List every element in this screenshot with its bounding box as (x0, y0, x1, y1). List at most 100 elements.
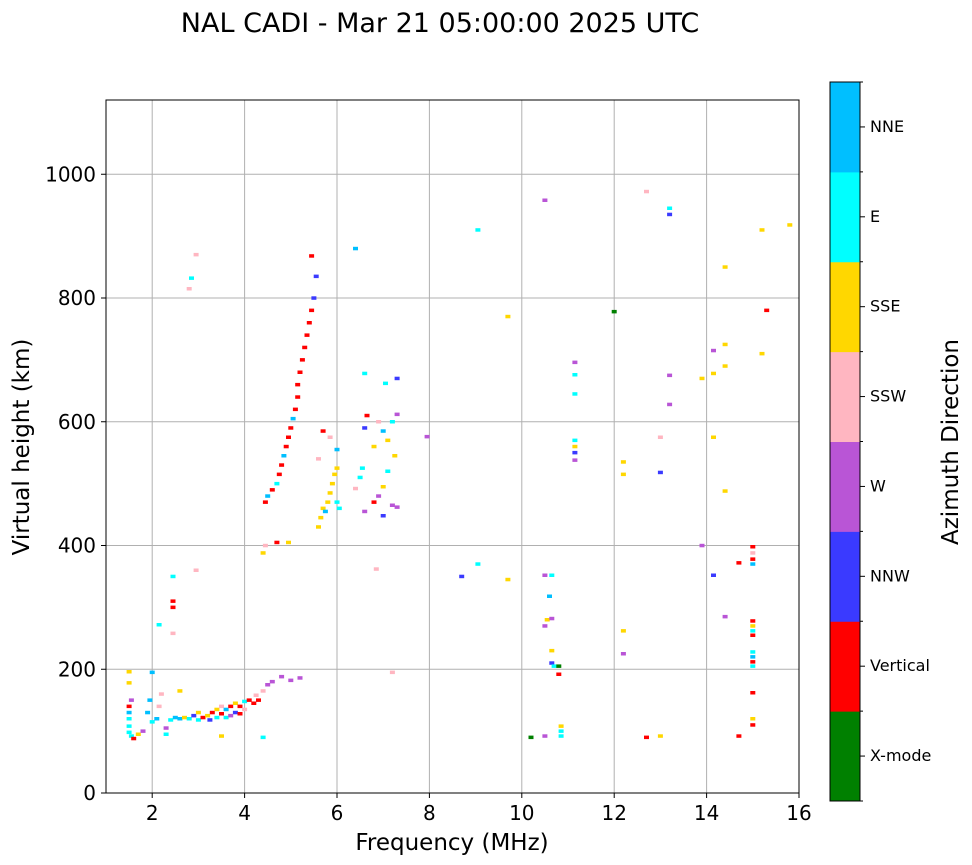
colorbar-segment (830, 261, 860, 353)
data-point (320, 506, 326, 511)
data-point (787, 223, 793, 227)
data-point (170, 631, 176, 636)
data-point (572, 360, 578, 365)
data-point (711, 435, 716, 439)
data-point (549, 648, 555, 653)
data-point (572, 444, 578, 449)
data-point (329, 481, 335, 486)
data-point (556, 672, 562, 676)
data-point (126, 730, 132, 735)
data-point (353, 246, 358, 251)
data-point (149, 670, 155, 675)
data-point (750, 664, 756, 668)
data-point (371, 500, 377, 504)
data-point (262, 543, 268, 548)
data-point (242, 707, 248, 712)
data-point (547, 594, 552, 598)
data-point (764, 308, 770, 313)
data-point (711, 573, 716, 577)
colorbar-tick-label: SSW (870, 387, 906, 406)
data-point (750, 619, 756, 623)
data-point (380, 514, 386, 518)
data-point (385, 438, 391, 443)
data-point (126, 670, 132, 674)
data-point (200, 715, 206, 720)
y-tick-label: 200 (58, 657, 96, 681)
data-point (644, 189, 649, 194)
data-point (657, 734, 663, 738)
data-point (722, 364, 728, 368)
data-point (260, 735, 266, 740)
x-tick-label: 12 (601, 801, 626, 825)
data-point (297, 676, 303, 680)
data-point (334, 500, 340, 504)
data-point (373, 567, 379, 571)
data-point (156, 704, 162, 709)
data-point (126, 710, 132, 715)
data-point (265, 683, 271, 687)
data-point (186, 717, 192, 721)
y-tick-label: 400 (58, 534, 96, 558)
data-point (750, 633, 756, 637)
data-point (214, 707, 220, 712)
data-point (556, 664, 562, 668)
data-point (274, 540, 280, 545)
data-point (251, 701, 257, 705)
data-point (475, 228, 481, 232)
data-point (394, 412, 400, 417)
colorbar: X-mode Vertical NNW W SSW SSE E NNE (830, 81, 931, 802)
x-axis-label: Frequency (MHz) (355, 830, 548, 856)
data-point (170, 605, 176, 610)
y-tick-label: 0 (83, 781, 96, 805)
data-point (736, 734, 742, 738)
data-point (256, 698, 261, 702)
data-point (269, 679, 275, 684)
data-point (750, 545, 756, 549)
data-point (327, 435, 333, 439)
data-point (394, 505, 400, 509)
data-point (306, 321, 312, 325)
y-tick-label: 600 (58, 410, 96, 434)
colorbar-tick-label: E (870, 207, 880, 226)
data-point (131, 736, 137, 741)
data-point (334, 447, 340, 452)
data-point (214, 715, 220, 720)
data-point (549, 616, 555, 621)
data-point (274, 481, 280, 486)
data-point (163, 732, 169, 736)
data-point (528, 735, 534, 740)
data-point (332, 472, 338, 477)
data-point (699, 376, 705, 381)
data-point (750, 557, 756, 561)
data-point (304, 333, 310, 337)
data-point (611, 309, 617, 314)
data-point (459, 574, 465, 579)
y-axis-label: Virtual height (km) (9, 339, 35, 556)
data-point (722, 265, 728, 269)
data-point (223, 707, 229, 712)
data-point (371, 444, 377, 449)
y-tick-label: 1000 (45, 162, 96, 186)
data-point (722, 342, 728, 347)
data-point (376, 420, 382, 424)
x-tick-label: 16 (786, 801, 811, 825)
data-point (392, 454, 398, 458)
data-point (327, 491, 333, 495)
data-point (558, 734, 564, 738)
data-point (620, 652, 626, 656)
data-point (170, 599, 176, 603)
data-point (558, 724, 564, 728)
y-tick-label: 800 (58, 286, 96, 310)
colorbar-segment (830, 171, 860, 263)
data-point (389, 420, 395, 424)
data-point (316, 457, 321, 461)
data-points (126, 189, 793, 741)
data-point (253, 693, 259, 697)
data-point (145, 710, 151, 715)
data-point (309, 254, 315, 258)
data-point (163, 726, 169, 730)
x-axis-ticks: 2 4 6 8 10 12 14 16 (146, 793, 812, 825)
data-point (128, 698, 134, 702)
data-point (195, 718, 201, 722)
data-point (182, 715, 187, 720)
